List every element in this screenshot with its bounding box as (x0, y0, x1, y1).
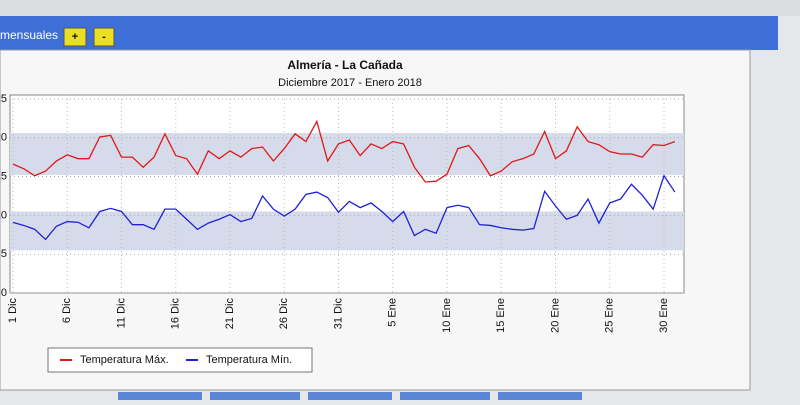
x-tick-label: 21 Dic (224, 298, 236, 330)
x-tick-label: 25 Ene (604, 298, 616, 333)
plus-button[interactable] (63, 27, 87, 47)
x-tick-label: 16 Dic (170, 298, 182, 330)
y-tick-label: 15 (0, 170, 7, 182)
series-line (12, 174, 676, 241)
y-tick-label: 20 (0, 132, 7, 144)
plus-label[interactable]: + (72, 31, 78, 43)
y-tick-label: 5 (1, 248, 7, 260)
tab[interactable] (308, 392, 392, 404)
y-tick-label: 25 (0, 93, 7, 105)
tab[interactable] (118, 392, 202, 404)
plot-area (9, 94, 685, 294)
chart-title: Almería - La Cañada (287, 58, 403, 72)
top-strip (0, 0, 800, 16)
series-line (12, 119, 676, 183)
x-tick-label: 15 Ene (495, 298, 507, 333)
y-tick-label: 0 (1, 287, 7, 299)
x-tick-label: 11 Dic (115, 298, 127, 329)
x-tick-label: 6 Dic (61, 298, 73, 324)
toolbar (0, 16, 778, 50)
x-tick-label: 1 Dic (7, 298, 19, 324)
minus-label[interactable]: - (102, 31, 106, 43)
x-tick-label: 20 Ene (549, 298, 561, 333)
x-tick-label: 31 Dic (332, 298, 344, 330)
band (10, 211, 684, 251)
y-tick-label: 10 (0, 209, 7, 221)
tab[interactable] (210, 392, 300, 404)
legend-label: Temperatura Máx. (80, 354, 169, 366)
x-tick-label: 30 Ene (658, 298, 670, 333)
tab[interactable] (400, 392, 490, 404)
toolbar-label: mensuales (0, 28, 58, 42)
band (10, 133, 684, 175)
x-tick-label: 5 Ene (387, 298, 399, 327)
x-tick-label: 10 Ene (441, 298, 453, 333)
x-tick-label: 26 Dic (278, 298, 290, 330)
legend (47, 347, 313, 373)
chart-subtitle: Diciembre 2017 - Enero 2018 (278, 77, 422, 89)
legend-label: Temperatura Mín. (206, 354, 292, 366)
minus-button[interactable] (93, 27, 115, 47)
tab[interactable] (498, 392, 582, 404)
